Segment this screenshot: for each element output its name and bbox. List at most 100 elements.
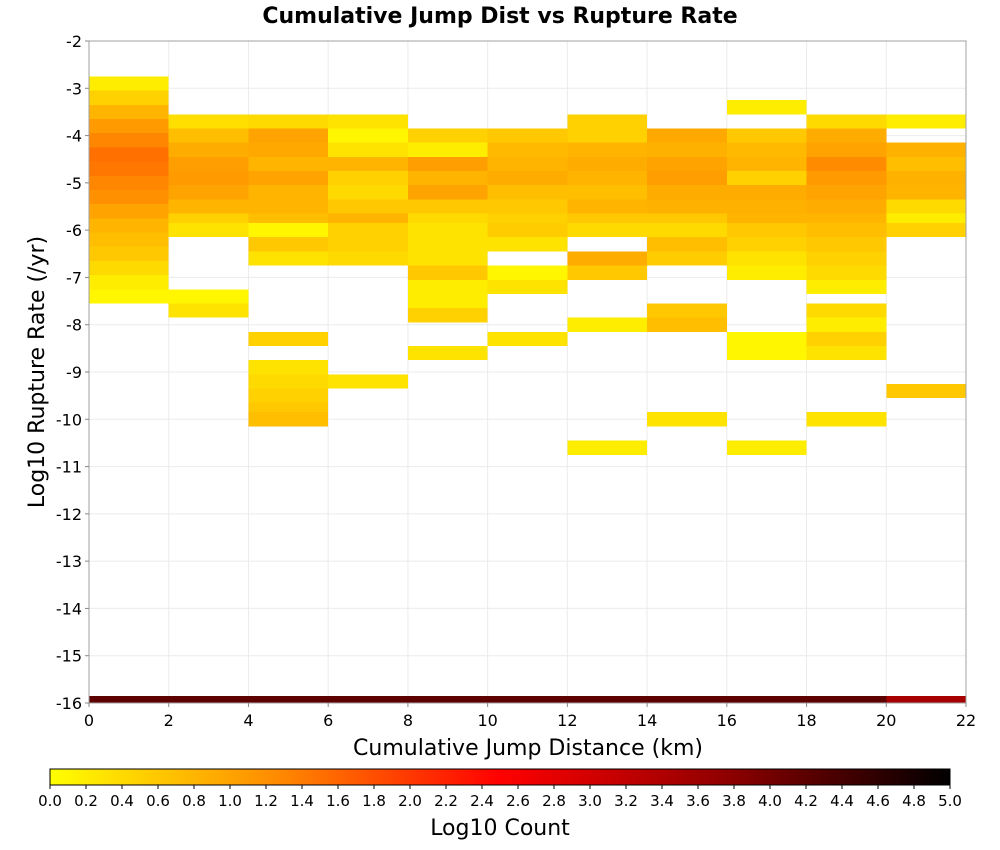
heatmap-cell — [168, 114, 249, 129]
heatmap-cell — [168, 303, 249, 318]
heatmap-cell — [248, 223, 329, 238]
x-tick-label: 6 — [323, 711, 333, 730]
heatmap-cell — [328, 171, 408, 186]
heatmap-cell — [726, 128, 807, 143]
heatmap-cell — [567, 265, 648, 280]
y-tick-label: -15 — [56, 647, 82, 666]
heatmap-cell — [806, 156, 887, 172]
heatmap-cell — [89, 175, 169, 190]
heatmap-cell — [168, 156, 249, 172]
y-tick-label: -10 — [56, 410, 82, 429]
y-axis-label: Log10 Rupture Rate (/yr) — [25, 236, 50, 508]
heatmap-cell — [89, 90, 169, 105]
heatmap-cell — [886, 185, 966, 200]
heatmap-cell — [248, 388, 329, 403]
colorbar-tick-label: 4.6 — [866, 792, 890, 810]
heatmap-cell — [89, 260, 169, 276]
heatmap-cell — [328, 199, 408, 214]
x-tick-label: 20 — [876, 711, 896, 730]
heatmap-cell — [407, 237, 488, 252]
heatmap-cell — [248, 331, 329, 346]
y-tick-label: -6 — [66, 221, 82, 240]
heatmap-cell — [89, 218, 169, 233]
heatmap-cell — [248, 251, 329, 266]
heatmap-cell — [407, 128, 488, 143]
heatmap-cell — [647, 317, 727, 332]
heatmap-cell — [806, 303, 887, 318]
heatmap-cell — [487, 695, 568, 703]
colorbar-tick-label: 3.2 — [614, 792, 638, 810]
heatmap-cell — [647, 128, 727, 143]
heatmap-cell — [248, 199, 329, 214]
heatmap-cell — [806, 223, 887, 238]
heatmap-cell — [726, 237, 807, 252]
heatmap-cell — [89, 246, 169, 261]
heatmap-cell — [806, 142, 887, 157]
heatmap-cell — [487, 331, 568, 346]
heatmap-cell — [168, 142, 249, 157]
heatmap-cell — [168, 171, 249, 186]
heatmap-cell — [248, 695, 329, 703]
heatmap-cell — [726, 223, 807, 238]
heatmap-cell — [487, 156, 568, 172]
heatmap-cell — [168, 223, 249, 238]
x-tick-label: 2 — [164, 711, 174, 730]
heatmap-cell — [328, 237, 408, 252]
y-tick-label: -11 — [56, 458, 82, 477]
heatmap-cell — [248, 185, 329, 200]
heatmap-cell — [726, 199, 807, 214]
colorbar-label: Log10 Count — [430, 816, 570, 841]
heatmap-cell — [248, 114, 329, 129]
heatmap-cell — [647, 237, 727, 252]
heatmap-cell — [726, 440, 807, 455]
colorbar-tick-label: 3.0 — [578, 792, 602, 810]
heatmap-cell — [89, 204, 169, 219]
heatmap-cell — [407, 142, 488, 157]
heatmap-cell — [407, 156, 488, 172]
heatmap-cell — [567, 199, 648, 214]
heatmap-cell — [89, 76, 169, 91]
heatmap-cell — [89, 189, 169, 205]
heatmap-cell — [806, 185, 887, 200]
heatmap-cell — [886, 199, 966, 214]
colorbar-tick-label: 1.2 — [254, 792, 278, 810]
heatmap-cell — [726, 331, 807, 346]
heatmap-cell — [886, 223, 966, 238]
x-tick-label: 16 — [717, 711, 737, 730]
x-tick-label: 10 — [477, 711, 497, 730]
heatmap-cell — [726, 185, 807, 200]
heatmap-cell — [407, 199, 488, 214]
heatmap-cell — [647, 156, 727, 172]
heatmap-cell — [567, 223, 648, 238]
y-tick-label: -5 — [66, 174, 82, 193]
colorbar-tick-label: 4.0 — [758, 792, 782, 810]
heatmap-cell — [726, 142, 807, 157]
heatmap-cell — [168, 199, 249, 214]
heatmap-cell — [407, 223, 488, 238]
heatmap-cell — [647, 171, 727, 186]
heatmap-cell — [726, 156, 807, 172]
heatmap-cell — [647, 223, 727, 238]
colorbar-ticks: 0.0 0.2 0.4 0.6 0.8 1.0 1.2 1.4 1.6 1.8 2.0 2.2 2.4 2… — [38, 785, 962, 810]
y-tick-label: -4 — [66, 127, 82, 146]
heatmap-cell — [407, 345, 488, 361]
heatmap-cell — [89, 119, 169, 134]
colorbar-tick-label: 2.6 — [506, 792, 530, 810]
heatmap-cell — [647, 199, 727, 214]
heatmap-cell — [567, 171, 648, 186]
heatmap-cell — [487, 265, 568, 280]
heatmap-cell — [248, 412, 329, 427]
heatmap-cell — [168, 289, 249, 304]
colorbar-tick-label: 4.2 — [794, 792, 818, 810]
colorbar-tick-label: 5.0 — [938, 792, 962, 810]
heatmap-cell — [647, 695, 727, 703]
x-axis-ticks: 0 2 4 6 8 10 12 14 16 18 20 22 — [84, 703, 976, 730]
heatmap-cell — [806, 265, 887, 280]
y-tick-label: -13 — [56, 552, 82, 571]
heatmap-cell — [726, 251, 807, 266]
heatmap-cell — [248, 128, 329, 143]
colorbar-tick-label: 0.8 — [182, 792, 206, 810]
heatmap-cell — [168, 185, 249, 200]
x-axis-label: Cumulative Jump Distance (km) — [353, 736, 703, 761]
heatmap-cell — [487, 171, 568, 186]
